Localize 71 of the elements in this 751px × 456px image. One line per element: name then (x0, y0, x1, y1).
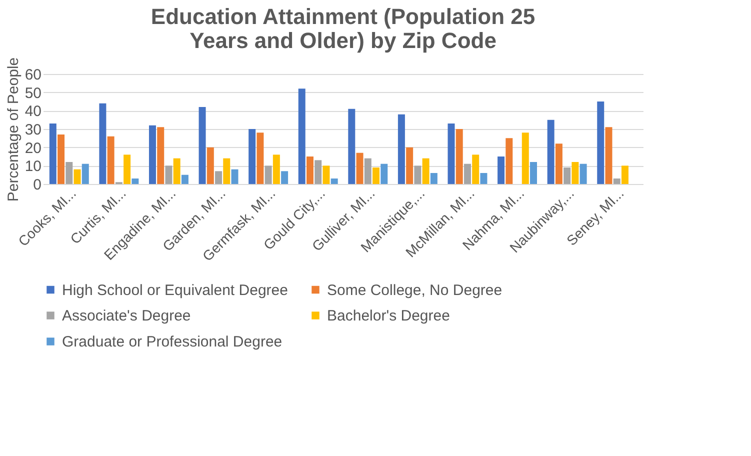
bar (506, 138, 513, 184)
bar (456, 129, 463, 184)
bar (330, 178, 338, 184)
y-tick-label: 0 (33, 176, 42, 194)
y-tick-label: 10 (24, 158, 42, 176)
bar (165, 166, 172, 184)
bar (314, 160, 322, 184)
bar (215, 171, 222, 184)
bar (256, 132, 264, 184)
bar (132, 178, 139, 184)
legend-label: Graduate or Professional Degree (62, 334, 282, 350)
bar (572, 162, 579, 184)
bar (498, 156, 505, 184)
bar (472, 154, 480, 184)
bar (621, 166, 628, 184)
bar (522, 132, 529, 184)
bar (173, 158, 180, 184)
y-axis-title: Percentage of People (4, 57, 22, 202)
bar (223, 158, 230, 184)
bar (181, 174, 188, 184)
bar (448, 124, 455, 184)
bar (49, 124, 56, 184)
bar (430, 173, 438, 184)
legend-label: Bachelor's Degree (327, 308, 450, 324)
bar (58, 134, 65, 184)
bar (281, 171, 288, 184)
bar (74, 169, 81, 184)
y-tick-label: 40 (24, 103, 42, 120)
bar (613, 178, 620, 184)
bar (597, 102, 604, 184)
bar (124, 154, 131, 184)
bar (605, 127, 612, 184)
legend-label: Some College, No Degree (327, 282, 502, 299)
legend-label: Associate's Degree (62, 308, 191, 324)
chart-title: Education Attainment (Population 25 Years and Older) by Zip Code (150, 4, 536, 53)
bar (148, 125, 156, 184)
bar (206, 147, 214, 184)
bar (372, 168, 380, 184)
bar (547, 120, 554, 184)
bar (364, 158, 372, 184)
bar (380, 164, 388, 184)
bar (348, 108, 356, 184)
bar (306, 156, 314, 184)
bar (66, 162, 73, 184)
y-tick-label: 30 (24, 122, 42, 138)
bar (564, 168, 571, 184)
bar (414, 166, 422, 184)
bar (398, 114, 405, 184)
bar (157, 127, 164, 184)
bar (107, 136, 114, 184)
bar (322, 166, 330, 184)
bar (298, 88, 306, 184)
bar (464, 164, 471, 184)
bar (248, 129, 256, 184)
bar (356, 152, 364, 184)
bar (555, 144, 562, 184)
bar (480, 173, 488, 184)
y-tick-label: 20 (24, 140, 42, 157)
bar (406, 147, 414, 184)
bar (580, 164, 587, 184)
bar (530, 162, 538, 184)
bar (264, 166, 272, 184)
bar (99, 103, 106, 184)
bar (231, 169, 238, 184)
bar (422, 158, 430, 184)
bar (198, 107, 206, 184)
bar (272, 154, 280, 184)
y-tick-label: 60 (24, 66, 42, 84)
y-tick-label: 50 (24, 84, 42, 102)
legend-label: High School or Equivalent Degree (62, 282, 288, 299)
bar (82, 164, 89, 184)
